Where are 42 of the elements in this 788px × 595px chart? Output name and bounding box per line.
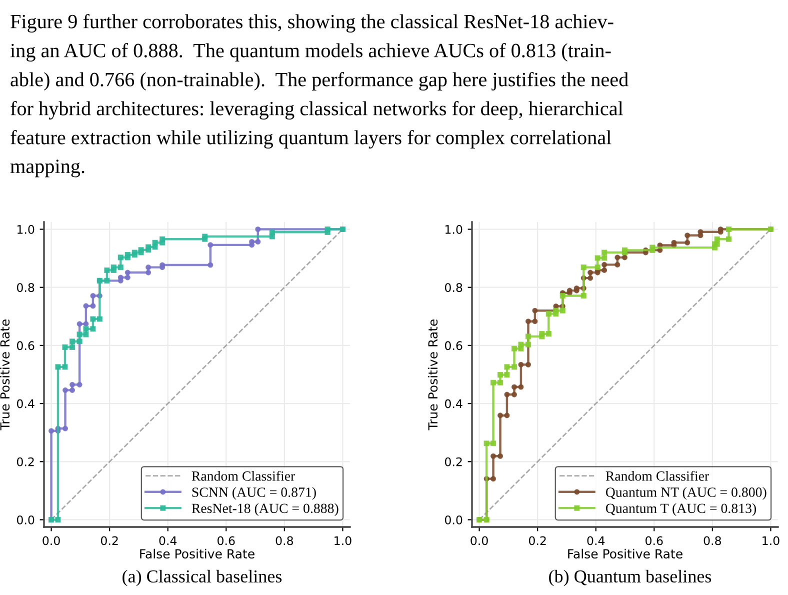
legend-label: SCNN (AUC = 0.871) bbox=[192, 487, 316, 500]
x-axis-title: False Positive Rate bbox=[568, 548, 682, 559]
x-tick-label: 0.6 bbox=[646, 536, 663, 546]
y-axis-title: True Positive Rate bbox=[428, 320, 438, 430]
x-axis-title: False Positive Rate bbox=[140, 548, 254, 559]
legend-label: Random Classifier bbox=[606, 470, 710, 481]
x-tick-label: 0.4 bbox=[587, 536, 605, 546]
x-tick-label: 1.0 bbox=[762, 536, 780, 546]
legend-label: Quantum NT (AUC = 0.800) bbox=[606, 487, 766, 500]
caption: Figure 9 further corroborates this, showing the classical ResNet-18 achiev- bbox=[10, 14, 614, 33]
y-tick-label: 0.2 bbox=[16, 457, 34, 466]
y-tick-label: 0.4 bbox=[444, 399, 462, 408]
y-tick-label: 0.6 bbox=[16, 341, 34, 350]
legend-label: ResNet-18 (AUC = 0.888) bbox=[192, 503, 338, 516]
x-tick-label: 0.0 bbox=[42, 536, 60, 546]
x-tick-label: 0.6 bbox=[218, 536, 235, 546]
text: mapping. bbox=[10, 160, 84, 178]
text: (a) Classical baselines bbox=[122, 570, 282, 586]
y-tick-label: 0.8 bbox=[444, 283, 462, 292]
x-tick-label: 0.2 bbox=[100, 536, 118, 546]
y-tick-label: 0.8 bbox=[16, 283, 34, 292]
x-tick-label: 0.0 bbox=[470, 536, 488, 546]
x-tick-label: 0.4 bbox=[159, 536, 177, 546]
x-tick-label: 0.8 bbox=[704, 536, 722, 546]
text: ing an AUC of 0.888. The quantum models achieve AUCs of 0.813 (train- bbox=[10, 43, 611, 62]
x-tick-label: 0.2 bbox=[528, 536, 546, 546]
y-axis-title: True Positive Rate bbox=[0, 320, 10, 430]
y-tick-label: 0.2 bbox=[444, 457, 462, 466]
y-tick-label: 0.6 bbox=[444, 341, 462, 350]
y-tick-label: 1.0 bbox=[445, 224, 462, 234]
x-tick-label: 0.8 bbox=[276, 536, 294, 546]
text: feature extraction while utilizing quantum layers for complex correlational bbox=[10, 130, 612, 149]
x-tick-label: 1.0 bbox=[334, 536, 352, 546]
legend-label: Quantum T (AUC = 0.813) bbox=[606, 503, 756, 516]
legend-label: Random Classifier bbox=[192, 470, 296, 481]
text: (b) Quantum baselines bbox=[549, 570, 712, 586]
y-tick-label: 1.0 bbox=[17, 224, 34, 234]
text: for hybrid architectures: leveraging classical networks for deep, hierarchical bbox=[10, 101, 623, 120]
text: able) and 0.766 (non-trainable). The performance gap here justifies the need bbox=[10, 72, 628, 91]
y-tick-label: 0.4 bbox=[16, 399, 34, 408]
y-tick-label: 0.0 bbox=[444, 515, 462, 524]
y-tick-label: 0.0 bbox=[16, 515, 34, 524]
